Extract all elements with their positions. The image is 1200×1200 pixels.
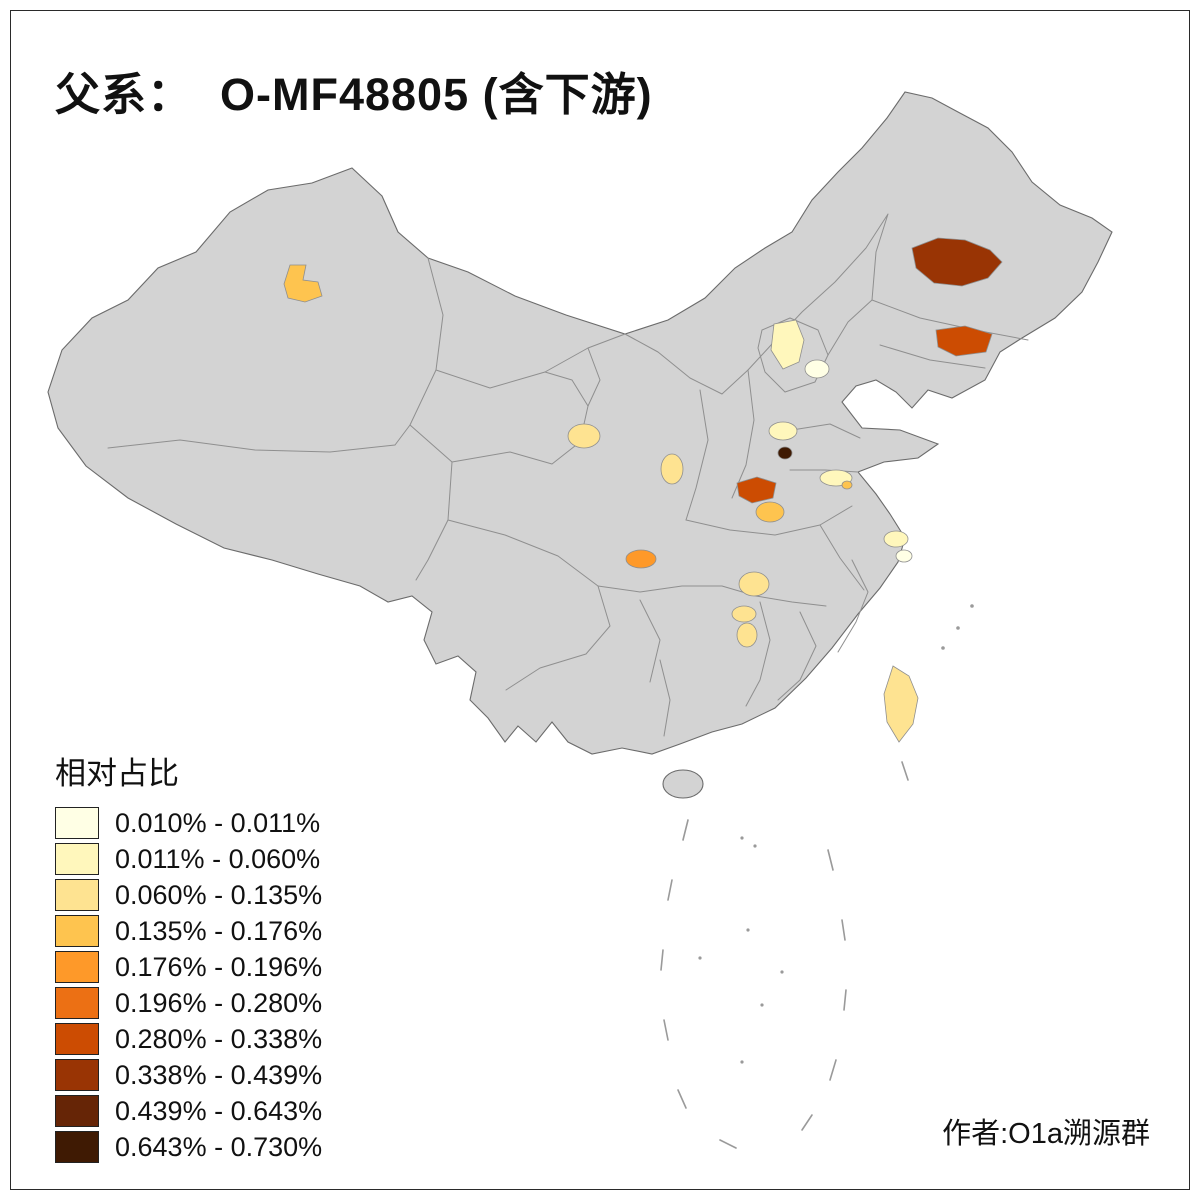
region-hubei bbox=[738, 571, 770, 597]
legend-label: 0.338% - 0.439% bbox=[115, 1059, 323, 1090]
legend-item: 0.176% - 0.196% bbox=[55, 951, 322, 983]
legend: 相对占比 0.010% - 0.011% 0.011% - 0.060% 0.060… bbox=[55, 748, 322, 1167]
legend-label: 0.135% - 0.176% bbox=[115, 915, 323, 946]
region-xinjiang bbox=[283, 264, 323, 303]
region-shanghai bbox=[895, 549, 913, 563]
legend-item: 0.011% - 0.060% bbox=[55, 843, 322, 875]
region-shanghai-north bbox=[883, 530, 909, 548]
legend-item: 0.439% - 0.643% bbox=[55, 1095, 322, 1127]
legend-title: 相对占比 bbox=[55, 756, 179, 791]
legend-swatch bbox=[55, 879, 99, 911]
legend-swatch bbox=[55, 1059, 99, 1091]
legend-item: 0.135% - 0.176% bbox=[55, 915, 322, 947]
mainland-shape bbox=[47, 91, 1113, 755]
region-beijing bbox=[804, 359, 830, 379]
legend-label: 0.196% - 0.280% bbox=[115, 987, 323, 1018]
region-liaoning bbox=[935, 325, 993, 357]
region-henan-west bbox=[736, 476, 777, 504]
legend-label: 0.643% - 0.730% bbox=[115, 1131, 323, 1162]
legend-swatch bbox=[55, 951, 99, 983]
legend-item: 0.010% - 0.011% bbox=[55, 807, 322, 839]
region-shaanxi-north bbox=[660, 453, 684, 485]
author-credit: 作者:O1a溯源群 bbox=[942, 1118, 1150, 1150]
legend-items: 0.010% - 0.011% 0.011% - 0.060% 0.060% - 0… bbox=[55, 807, 322, 1163]
region-hunan-north bbox=[731, 605, 757, 623]
region-hebei bbox=[770, 319, 805, 370]
legend-swatch bbox=[55, 1023, 99, 1055]
region-henan-south bbox=[755, 501, 785, 523]
region-hunan-south bbox=[736, 622, 758, 648]
region-henan-dark-spot bbox=[777, 446, 793, 460]
region-gansu bbox=[567, 423, 601, 449]
legend-item: 0.338% - 0.439% bbox=[55, 1059, 322, 1091]
highlighted-regions bbox=[283, 237, 1003, 743]
legend-swatch bbox=[55, 1131, 99, 1163]
hainan-island bbox=[662, 769, 704, 799]
legend-label: 0.176% - 0.196% bbox=[115, 951, 323, 982]
legend-label: 0.010% - 0.011% bbox=[115, 807, 321, 838]
legend-swatch bbox=[55, 807, 99, 839]
legend-swatch bbox=[55, 987, 99, 1019]
south-china-sea-dashes bbox=[660, 604, 974, 1149]
page-title: 父系： O-MF48805 (含下游) bbox=[55, 69, 653, 120]
legend-swatch bbox=[55, 915, 99, 947]
region-taiwan bbox=[883, 665, 919, 743]
legend-label: 0.060% - 0.135% bbox=[115, 879, 323, 910]
legend-item: 0.060% - 0.135% bbox=[55, 879, 322, 911]
region-heilongjiang bbox=[911, 237, 1003, 287]
legend-swatch bbox=[55, 843, 99, 875]
mainland-outline bbox=[47, 91, 1113, 799]
legend-swatch bbox=[55, 1095, 99, 1127]
legend-item: 0.196% - 0.280% bbox=[55, 987, 322, 1019]
region-henan-north bbox=[768, 421, 798, 441]
region-jiangsu-spot bbox=[841, 480, 853, 490]
legend-item: 0.280% - 0.338% bbox=[55, 1023, 322, 1055]
legend-label: 0.011% - 0.060% bbox=[115, 843, 321, 874]
legend-label: 0.439% - 0.643% bbox=[115, 1095, 323, 1126]
legend-label: 0.280% - 0.338% bbox=[115, 1023, 323, 1054]
legend-item: 0.643% - 0.730% bbox=[55, 1131, 322, 1163]
region-chongqing bbox=[625, 549, 657, 569]
